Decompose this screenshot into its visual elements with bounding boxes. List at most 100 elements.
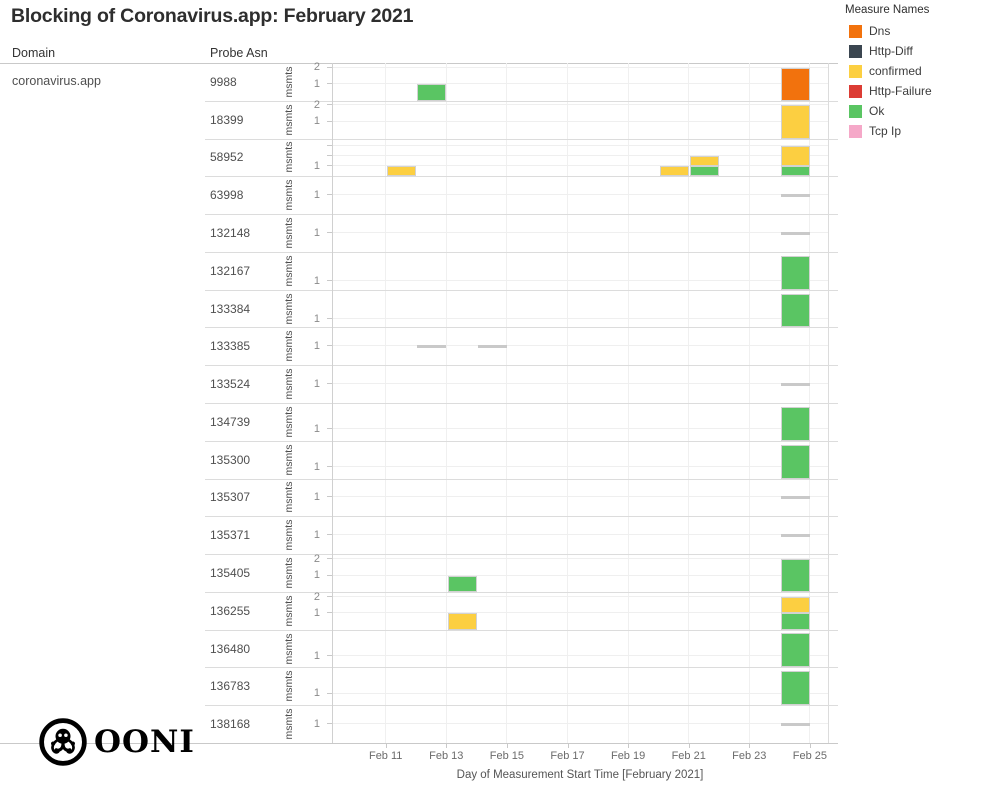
legend-swatch (849, 85, 862, 98)
x-tick-mark (567, 743, 569, 748)
legend-item-http-diff[interactable]: Http-Diff (845, 45, 995, 58)
asn-row-135371: 135371 msmts 1 (205, 516, 838, 555)
asn-label: 135405 (210, 565, 251, 580)
asn-row-138168: 138168 msmts 1 (205, 705, 838, 743)
horizontal-gridline (332, 232, 828, 233)
horizontal-gridline (332, 612, 828, 614)
bar-segment-confirmed[interactable] (690, 155, 719, 167)
bar-segment-confirmed[interactable] (387, 166, 416, 177)
legend-item-ok[interactable]: Ok (845, 105, 995, 118)
bar-segment-confirmed[interactable] (780, 105, 810, 139)
empty-measurement-dash[interactable] (780, 231, 810, 235)
measure-names-legend: Measure Names Dns Http-Diff confirmed Http-… (845, 4, 995, 145)
horizontal-gridline (332, 66, 828, 68)
y-axis-line (332, 516, 333, 555)
y-tick-mark (327, 165, 332, 167)
y-tick-mark (327, 655, 332, 657)
bar-segment-ok[interactable] (780, 671, 810, 706)
domain-value: coronavirus.app (12, 74, 101, 88)
y-axis-line (332, 554, 333, 592)
x-tick-mark (506, 743, 508, 748)
asn-label: 134739 (210, 414, 251, 429)
plot-right-border (828, 554, 829, 592)
horizontal-gridline (332, 534, 828, 536)
plot-right-border (828, 138, 829, 177)
empty-measurement-dash[interactable] (780, 382, 810, 386)
y-axis-line (332, 251, 333, 290)
bar-segment-ok[interactable] (690, 166, 719, 177)
row-separator (205, 667, 838, 669)
y-tick-label: 1 (313, 528, 320, 541)
horizontal-gridline (332, 318, 828, 320)
horizontal-gridline (332, 345, 828, 347)
y-axis-line (332, 289, 333, 328)
empty-measurement-dash[interactable] (780, 193, 810, 197)
plot-right-border (828, 440, 829, 479)
asn-label: 135300 (210, 452, 251, 467)
x-tick-mark (385, 743, 387, 748)
bar-segment-ok[interactable] (417, 84, 447, 101)
empty-measurement-dash[interactable] (780, 722, 810, 726)
bar-segment-ok[interactable] (780, 559, 810, 592)
bar-segment-ok[interactable] (780, 633, 810, 668)
y-axis-line (332, 100, 333, 139)
bar-segment-confirmed[interactable] (659, 166, 689, 177)
y-tick-label: 1 (313, 226, 320, 239)
x-tick-mark (749, 743, 751, 748)
row-separator (205, 214, 838, 216)
y-tick-label: 1 (313, 687, 320, 700)
empty-measurement-dash[interactable] (417, 344, 447, 348)
x-tick-label: Feb 25 (792, 750, 828, 762)
y-tick-mark (327, 723, 332, 725)
legend-item-tcp-ip[interactable]: Tcp Ip (845, 125, 995, 138)
y-axis-line (332, 176, 333, 215)
row-separator (205, 554, 838, 556)
x-axis-title: Day of Measurement Start Time [February … (456, 769, 704, 781)
y-axis-line (332, 63, 333, 101)
bar-segment-confirmed[interactable] (447, 613, 477, 630)
bar-segment-ok[interactable] (780, 406, 810, 441)
legend-item-label: Dns (869, 24, 891, 38)
y-axis-line (332, 365, 333, 403)
bar-segment-ok[interactable] (780, 256, 810, 290)
row-separator (205, 251, 838, 253)
bar-segment-ok[interactable] (780, 294, 810, 328)
asn-row-133524: 133524 msmts 1 (205, 365, 838, 403)
bar-segment-confirmed[interactable] (780, 145, 810, 167)
horizontal-gridline (332, 120, 828, 122)
bar-segment-dns[interactable] (780, 67, 810, 101)
row-separator (205, 478, 838, 480)
horizontal-gridline (332, 596, 828, 598)
plot-right-border (828, 667, 829, 706)
empty-measurement-dash[interactable] (477, 344, 507, 348)
bar-segment-confirmed[interactable] (780, 597, 810, 614)
asn-label: 132148 (210, 225, 251, 240)
legend-item-http-failure[interactable]: Http-Failure (845, 85, 995, 98)
y-tick-mark (327, 692, 332, 694)
bar-segment-ok[interactable] (780, 613, 810, 630)
y-tick-mark (327, 280, 332, 282)
legend-item-dns[interactable]: Dns (845, 25, 995, 38)
row-separator (205, 365, 838, 367)
legend-item-label: Http-Diff (869, 44, 913, 58)
asn-row-136783: 136783 msmts 1 (205, 667, 838, 706)
row-separator (205, 440, 838, 442)
y-tick-label: 1 (313, 339, 320, 352)
y-axis-line (332, 478, 333, 517)
plot-right-border (828, 327, 829, 366)
y-tick-mark (327, 232, 332, 233)
y-axis-line (332, 591, 333, 630)
bar-segment-ok[interactable] (780, 444, 810, 479)
bar-segment-ok[interactable] (447, 575, 477, 592)
asn-label: 132167 (210, 263, 251, 278)
legend-item-confirmed[interactable]: confirmed (845, 65, 995, 78)
y-tick-mark (327, 318, 332, 320)
bar-segment-ok[interactable] (780, 166, 810, 177)
empty-measurement-dash[interactable] (780, 533, 810, 537)
asn-row-133384: 133384 msmts 1 (205, 289, 838, 328)
y-tick-mark (327, 558, 332, 560)
x-tick-label: Feb 19 (610, 750, 646, 762)
empty-measurement-dash[interactable] (780, 495, 810, 499)
y-tick-label: 1 (313, 377, 320, 390)
y-tick-label: 1 (313, 717, 320, 730)
